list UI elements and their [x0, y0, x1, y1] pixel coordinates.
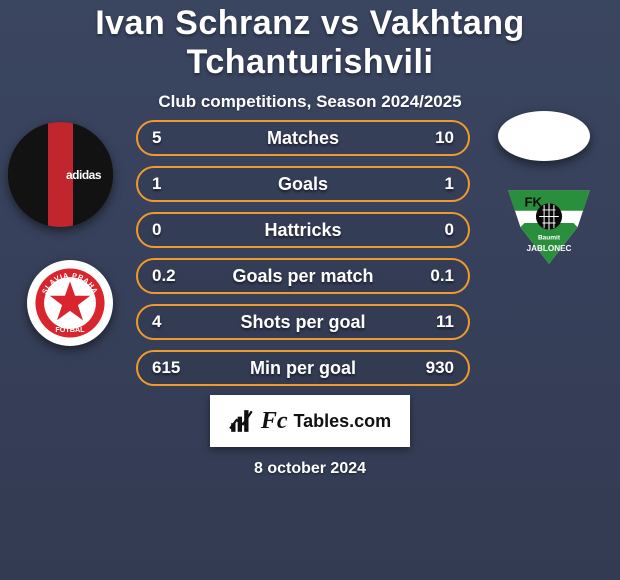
adidas-logo-text: adidas	[66, 168, 101, 182]
stat-label: Hattricks	[264, 220, 341, 241]
stat-left-value: 0.2	[152, 266, 176, 286]
stats-panel: 5 Matches 10 1 Goals 1 0 Hattricks 0 0.2…	[136, 120, 470, 386]
stat-left-value: 1	[152, 174, 161, 194]
club-right-badge: FK Baumit JABLONEC	[500, 180, 598, 266]
club-left-badge: SLAVIA PRAHA FOTBAL	[27, 260, 113, 346]
stat-right-value: 0.1	[430, 266, 454, 286]
stat-row-goals-per-match: 0.2 Goals per match 0.1	[136, 258, 470, 294]
stat-right-value: 930	[426, 358, 454, 378]
stat-left-value: 5	[152, 128, 161, 148]
brand-prefix: Fc	[261, 408, 288, 435]
page-title: Ivan Schranz vs Vakhtang Tchanturishvili	[0, 0, 620, 82]
stat-right-value: 1	[445, 174, 454, 194]
stat-label: Matches	[267, 128, 339, 149]
stat-left-value: 4	[152, 312, 161, 332]
stat-left-value: 615	[152, 358, 180, 378]
player-left-avatar: adidas	[8, 122, 113, 227]
player-left-jersey: adidas	[8, 122, 113, 227]
stat-label: Shots per goal	[240, 312, 365, 333]
stat-label: Goals per match	[232, 266, 373, 287]
player-right-avatar	[498, 111, 590, 161]
page-subtitle: Club competitions, Season 2024/2025	[0, 92, 620, 112]
svg-text:JABLONEC: JABLONEC	[527, 244, 572, 253]
stat-right-value: 0	[445, 220, 454, 240]
svg-text:FOTBAL: FOTBAL	[55, 325, 85, 334]
stat-left-value: 0	[152, 220, 161, 240]
stat-row-hattricks: 0 Hattricks 0	[136, 212, 470, 248]
bar-chart-icon	[229, 408, 255, 434]
svg-text:Baumit: Baumit	[538, 234, 561, 241]
stat-row-matches: 5 Matches 10	[136, 120, 470, 156]
stat-right-value: 11	[436, 312, 454, 332]
stat-label: Goals	[278, 174, 328, 195]
stat-label: Min per goal	[250, 358, 356, 379]
brand-suffix: Tables.com	[293, 411, 391, 432]
slavia-praha-icon: SLAVIA PRAHA FOTBAL	[34, 267, 106, 339]
stat-row-goals: 1 Goals 1	[136, 166, 470, 202]
stat-right-value: 10	[435, 128, 454, 148]
stat-row-shots-per-goal: 4 Shots per goal 11	[136, 304, 470, 340]
fctables-brand: Fc Tables.com	[210, 395, 410, 447]
stat-row-min-per-goal: 615 Min per goal 930	[136, 350, 470, 386]
generation-date: 8 october 2024	[254, 460, 366, 478]
fk-jablonec-icon: FK Baumit JABLONEC	[500, 180, 598, 266]
